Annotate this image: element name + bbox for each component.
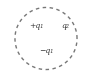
Text: +q₁: +q₁ <box>29 22 44 30</box>
Text: −q₁: −q₁ <box>39 47 53 55</box>
Text: q₂: q₂ <box>61 22 69 30</box>
